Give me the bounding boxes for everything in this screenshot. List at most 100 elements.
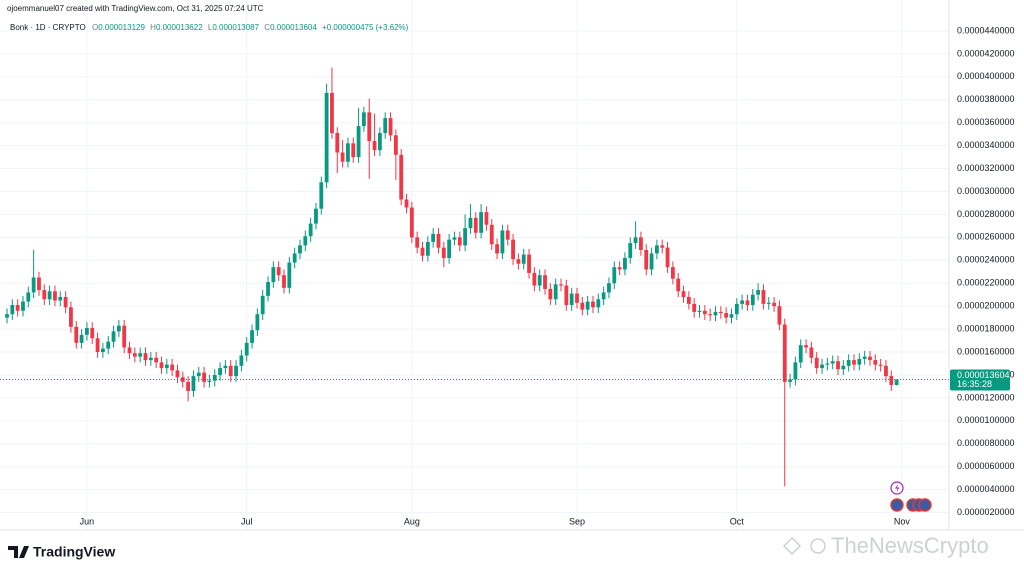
candle-body: [649, 253, 654, 270]
candle-body: [601, 292, 606, 300]
candle-body: [154, 357, 159, 363]
y-tick-label: 0.0000020000: [957, 507, 1015, 517]
y-tick-label: 0.0000060000: [957, 461, 1015, 471]
candle-body: [196, 372, 201, 377]
candle-body: [37, 277, 41, 291]
candle-body: [383, 118, 388, 134]
event-icon: [890, 498, 904, 512]
candle-body: [47, 291, 52, 300]
candle-body: [756, 290, 761, 295]
candle-body: [170, 364, 175, 371]
candle-body: [250, 330, 254, 343]
ohlc-key: O: [92, 23, 98, 32]
candle-body: [74, 326, 79, 343]
candle-body: [298, 245, 302, 254]
candle-body: [21, 301, 25, 311]
candle-body: [692, 303, 697, 312]
ohlc-key: H: [150, 23, 156, 32]
ohlc-value: 0.000013622: [156, 23, 203, 32]
candle-body: [191, 376, 196, 392]
candle-body: [207, 380, 212, 382]
candle-body: [724, 313, 729, 318]
candle-body: [132, 353, 137, 357]
candle-body: [212, 374, 217, 381]
candle-body: [873, 360, 878, 365]
x-tick-label: Nov: [894, 516, 911, 526]
candle-body: [814, 357, 819, 369]
candle-body: [777, 306, 782, 325]
candle-body: [377, 133, 382, 151]
candle-body: [804, 345, 808, 348]
candle-body: [782, 324, 787, 382]
y-tick-label: 0.0000340000: [957, 140, 1015, 150]
candle-body: [420, 247, 425, 256]
y-tick-label: 0.0000200000: [957, 301, 1015, 311]
attribution: ojoemmanuel07 created with TradingView.c…: [7, 4, 264, 13]
y-tick-label: 0.0000440000: [957, 25, 1015, 35]
candle-body: [127, 347, 132, 354]
candle-body: [116, 325, 121, 332]
candle-body: [884, 365, 888, 377]
candle-body: [122, 325, 127, 348]
candle-body: [644, 249, 649, 270]
candle-body: [415, 237, 420, 248]
candle-body: [452, 237, 457, 240]
candle-body: [591, 301, 595, 308]
ohlc-key: C: [264, 23, 270, 32]
brand-icon: [8, 546, 29, 558]
candle-body: [708, 314, 713, 316]
candle-body: [53, 291, 57, 301]
candle-body: [255, 314, 260, 331]
candle-body: [463, 228, 468, 246]
candle-body: [575, 293, 579, 303]
candle-body: [473, 217, 478, 233]
candle-body: [772, 302, 776, 307]
brand-text: TradingView: [33, 544, 115, 560]
candle-body: [314, 208, 318, 224]
candle-body: [654, 245, 659, 254]
candle-body: [868, 356, 872, 361]
candle-body: [271, 267, 276, 283]
y-tick-label: 0.0000040000: [957, 484, 1015, 494]
candle-body: [303, 236, 308, 246]
watermark-icon: [782, 536, 802, 556]
candle-body: [175, 370, 180, 378]
candle-body: [793, 362, 798, 380]
candle-body: [367, 112, 372, 142]
candle-body: [543, 275, 547, 289]
candle-body: [234, 365, 238, 377]
candle-body: [660, 245, 665, 248]
candle-body: [846, 360, 851, 366]
x-tick-label: Oct: [730, 516, 745, 526]
candle-body: [612, 267, 617, 284]
brand-logo: TradingView: [8, 544, 115, 560]
candle-body: [495, 244, 499, 254]
candle-body: [218, 368, 222, 375]
y-tick-label: 0.0000400000: [957, 71, 1015, 81]
candle-body: [548, 288, 553, 300]
candle-body: [468, 217, 473, 229]
candle-body: [729, 314, 734, 318]
candle-body: [79, 334, 84, 343]
candle-body: [223, 365, 228, 369]
ohlc-value: 0.000013604: [270, 23, 317, 32]
candle-body: [479, 212, 484, 233]
candle-body: [633, 237, 638, 244]
symbol-legend: Bonk · 1D · CRYPTO O0.000013129 H0.00001…: [10, 23, 409, 32]
candle-body: [404, 199, 409, 208]
candle-body: [766, 302, 771, 304]
candle-body: [537, 275, 542, 286]
candle-body: [676, 278, 681, 292]
y-tick-label: 0.0000220000: [957, 278, 1015, 288]
candle-body: [686, 296, 691, 304]
change: +0.000000475 (+3.62%): [322, 23, 409, 32]
candle-body: [670, 267, 675, 279]
ohlc-key: L: [208, 23, 213, 32]
candles: [5, 67, 899, 487]
candle-body: [623, 258, 627, 270]
candle-body: [665, 247, 670, 268]
countdown: 16:35:28: [957, 379, 992, 389]
